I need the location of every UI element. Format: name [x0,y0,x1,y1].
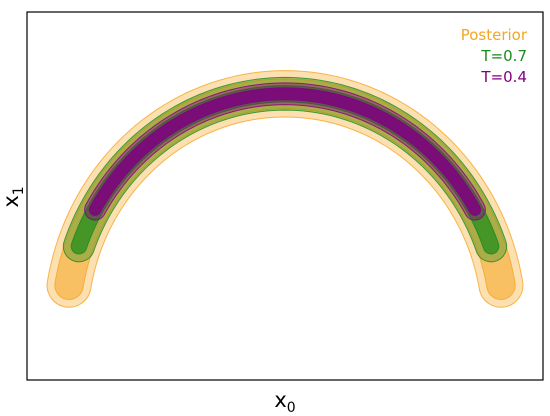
y-axis-label: x1 [0,186,27,207]
contour-level-2 [88,87,482,216]
legend-entry: T=0.4 [480,68,527,86]
contour-layers [46,70,524,308]
x-axis-label-sub: 0 [287,400,296,416]
x-axis-label: x0 [274,388,295,416]
legend-entry: T=0.7 [480,47,527,65]
plot-frame [26,11,544,381]
legend: Posterior T=0.7 T=0.4 [461,26,528,86]
y-axis-label-base: x [0,195,23,207]
legend-entry: Posterior [461,26,528,44]
y-axis-label-sub: 1 [11,186,27,195]
x-axis-label-base: x [274,388,286,412]
series-t-0-4 [84,82,486,221]
